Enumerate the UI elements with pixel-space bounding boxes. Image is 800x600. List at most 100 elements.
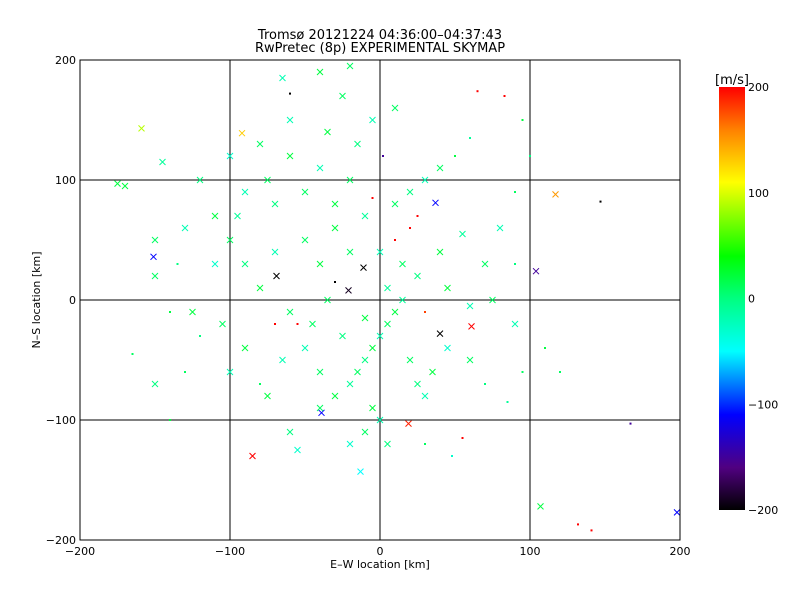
- x-tick-label: −100: [215, 545, 245, 558]
- cross-point: [279, 74, 286, 82]
- cross-point: [429, 368, 436, 376]
- cross-point: [436, 248, 444, 256]
- cross-point: [301, 188, 309, 196]
- cross-point: [496, 224, 504, 232]
- x-tick-label: 100: [520, 545, 541, 558]
- dot-point: [169, 419, 171, 421]
- x-tick-label: 0: [377, 545, 384, 558]
- cross-point: [345, 287, 352, 294]
- cross-point: [138, 125, 145, 132]
- cross-point: [346, 176, 354, 184]
- data-points: [114, 62, 681, 532]
- cross-point: [369, 344, 376, 352]
- y-tick-label: 200: [55, 54, 76, 67]
- cross-point: [376, 332, 384, 340]
- cross-point: [286, 152, 294, 160]
- cross-point: [279, 356, 286, 364]
- cross-point: [316, 404, 324, 412]
- cross-point: [151, 272, 159, 280]
- cross-point: [211, 212, 219, 220]
- cross-point: [256, 140, 264, 148]
- cross-point: [391, 200, 399, 208]
- dot-point: [184, 371, 186, 373]
- cross-point: [226, 368, 234, 376]
- colorbar-tick-label: −200: [748, 504, 778, 517]
- cross-point: [468, 323, 475, 330]
- dot-point: [590, 529, 593, 532]
- cross-point: [384, 284, 391, 292]
- cross-point: [331, 200, 339, 208]
- y-tick-label: −200: [46, 534, 76, 547]
- cross-point: [391, 104, 399, 112]
- cross-point: [316, 68, 324, 76]
- colorbar-tick-label: −100: [748, 398, 778, 411]
- cross-point: [150, 253, 157, 261]
- cross-point: [309, 320, 316, 328]
- dot-point: [416, 215, 419, 217]
- cross-point: [211, 260, 219, 268]
- colorbar-label: [m/s]: [715, 73, 749, 88]
- cross-point: [673, 509, 681, 516]
- cross-point: [273, 272, 280, 280]
- cross-point: [121, 182, 129, 190]
- cross-point: [511, 320, 519, 328]
- dot-point: [274, 323, 276, 325]
- cross-point: [234, 212, 241, 220]
- dot-point: [131, 353, 134, 355]
- cross-point: [324, 128, 331, 136]
- dot-point: [529, 155, 531, 157]
- dot-point: [599, 200, 602, 203]
- cross-point: [339, 92, 346, 100]
- dot-point: [371, 197, 374, 199]
- y-tick-label: −100: [46, 414, 76, 427]
- cross-point: [226, 236, 234, 244]
- cross-point: [357, 468, 364, 475]
- cross-point: [361, 356, 369, 364]
- cross-point: [421, 176, 429, 184]
- plot-frame: [79, 59, 681, 541]
- cross-point: [384, 320, 391, 328]
- chart-subtitle: RwPretec (8p) EXPERIMENTAL SKYMAP: [255, 41, 505, 56]
- x-tick-label: −200: [65, 545, 95, 558]
- cross-point: [324, 296, 331, 304]
- cross-point: [294, 446, 301, 454]
- cross-point: [481, 260, 489, 268]
- cross-point: [318, 409, 325, 417]
- grid-lines: [80, 60, 680, 540]
- cross-point: [114, 180, 121, 187]
- y-tick-label: 100: [55, 174, 76, 187]
- dot-point: [169, 311, 171, 313]
- cross-point: [241, 344, 249, 352]
- cross-point: [271, 200, 279, 208]
- cross-point: [532, 267, 540, 275]
- cross-point: [432, 199, 439, 207]
- colorbar-ticks: 200 100 0 −100 −200: [748, 81, 778, 517]
- dot-point: [334, 281, 336, 283]
- dot-point: [382, 155, 384, 157]
- cross-point: [331, 224, 339, 232]
- x-tick-label: 200: [670, 545, 691, 558]
- dot-point: [514, 263, 516, 265]
- cross-point: [537, 503, 544, 510]
- cross-point: [406, 188, 414, 196]
- x-axis-ticks: −200 −100 0 100 200: [65, 545, 691, 558]
- cross-point: [331, 392, 339, 400]
- dot-point: [296, 323, 299, 325]
- cross-point: [346, 440, 354, 448]
- cross-point: [369, 116, 376, 124]
- cross-point: [436, 164, 444, 172]
- dot-point: [289, 92, 291, 95]
- cross-point: [151, 380, 159, 388]
- cross-point: [264, 392, 271, 400]
- cross-point: [151, 236, 159, 244]
- cross-point: [384, 440, 391, 448]
- cross-point: [436, 330, 444, 337]
- cross-point: [391, 308, 399, 316]
- cross-point: [219, 320, 226, 328]
- cross-point: [466, 302, 474, 310]
- cross-point: [346, 380, 354, 388]
- dot-point: [577, 523, 579, 526]
- cross-point: [399, 260, 406, 268]
- cross-point: [361, 314, 369, 322]
